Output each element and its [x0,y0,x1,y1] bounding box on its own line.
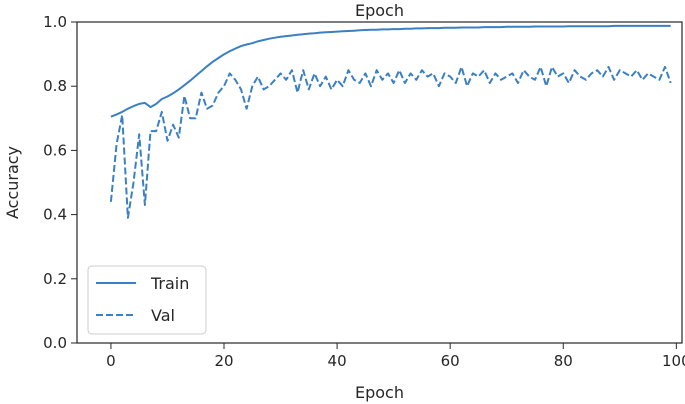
x-axis-label: Epoch [355,383,404,402]
ticks-group: 0 20 40 60 80 100 0.0 0.2 0.4 0.6 0.8 1.0 [43,13,685,370]
series-line-val [109,65,672,219]
legend-label-val: Val [151,306,175,325]
y-tick-label: 0.0 [43,334,67,352]
axes-group [76,21,683,344]
y-axis-label: Accuracy [3,146,22,219]
y-tick-label: 0.6 [43,141,67,159]
val-series-group [109,65,672,219]
chart-title: Epoch [355,1,404,20]
y-tick-label: 0.2 [43,270,67,288]
legend: Train Val [87,265,207,335]
x-tick-label: 20 [214,352,233,370]
plot-frame [76,21,683,344]
series-line-train [110,24,671,118]
x-tick-label: 80 [554,352,573,370]
y-tick-label: 1.0 [43,13,67,31]
y-tick-label: 0.4 [43,206,67,224]
x-tick-label: 0 [106,352,116,370]
train-series-group [110,24,671,118]
y-tick-label: 0.8 [43,77,67,95]
x-tick-label: 40 [328,352,347,370]
x-tick-label: 60 [441,352,460,370]
legend-label-train: Train [150,274,189,293]
x-tick-label: 100 [662,352,685,370]
